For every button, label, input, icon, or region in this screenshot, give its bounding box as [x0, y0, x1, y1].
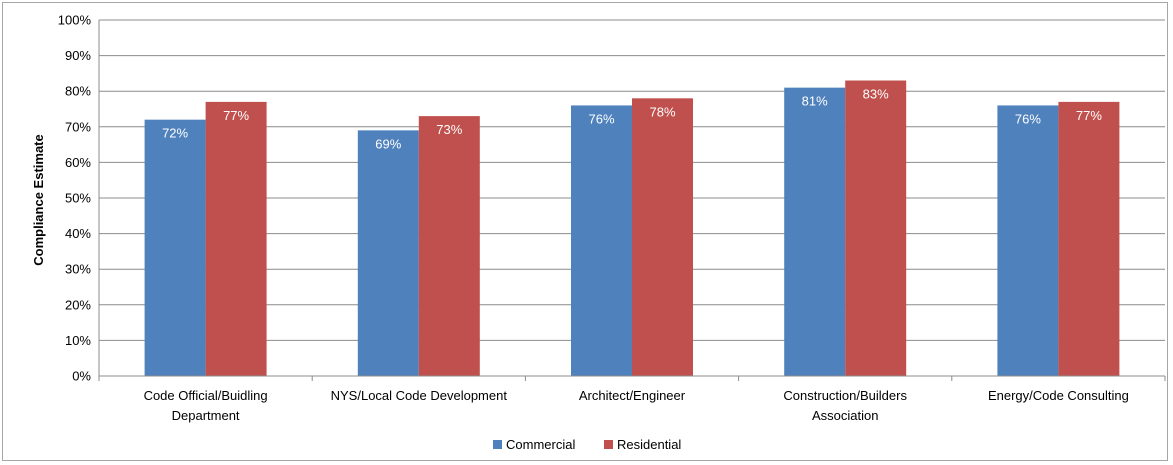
data-label: 77% — [223, 108, 249, 123]
bar-commercial — [784, 87, 846, 376]
bar-commercial — [357, 130, 419, 376]
data-label: 81% — [802, 94, 828, 109]
y-tick-label: 30% — [65, 262, 91, 277]
legend-swatch-residential — [604, 440, 613, 449]
bar-residential — [632, 98, 693, 376]
data-label: 83% — [863, 87, 889, 102]
x-tick-label-line: Association — [812, 408, 878, 423]
y-tick-label: 90% — [65, 48, 91, 63]
y-tick-label: 70% — [65, 119, 91, 134]
x-tick-label: NYS/Local Code Development — [331, 388, 508, 403]
y-tick-label: 10% — [65, 333, 91, 348]
bar-residential — [1058, 101, 1120, 376]
data-label: 73% — [436, 122, 462, 137]
x-tick-label-line: Department — [172, 408, 240, 423]
data-label: 77% — [1076, 108, 1102, 123]
data-label: 76% — [588, 111, 614, 126]
x-tick-label: Energy/Code Consulting — [988, 388, 1129, 403]
x-tick-label-line: Construction/Builders — [783, 388, 907, 403]
bar-residential — [205, 101, 267, 376]
data-label: 76% — [1015, 111, 1041, 126]
y-tick-label: 100% — [58, 13, 92, 28]
x-tick-label-line: Architect/Engineer — [579, 388, 686, 403]
data-label: 78% — [649, 104, 675, 119]
legend-label-commercial: Commercial — [506, 437, 575, 452]
bar-commercial — [997, 105, 1059, 376]
legend-label-residential: Residential — [617, 437, 681, 452]
data-label: 69% — [375, 136, 401, 151]
x-tick-label-line: NYS/Local Code Development — [331, 388, 508, 403]
x-tick-label: Architect/Engineer — [579, 388, 686, 403]
bar-chart: Compliance Estimate 0% 10% 20% 30% 40% 50% 60%… — [31, 13, 1166, 452]
bar-commercial — [571, 105, 632, 376]
x-tick-label: Code Official/Buidling Department — [144, 388, 268, 423]
bar-residential — [845, 80, 907, 377]
y-axis-label: Compliance Estimate — [31, 134, 46, 266]
y-tick-label: 40% — [65, 226, 91, 241]
bar-commercial — [144, 119, 206, 377]
y-tick-label: 60% — [65, 155, 91, 170]
x-tick-label-line: Energy/Code Consulting — [988, 388, 1129, 403]
y-tick-label: 50% — [65, 191, 91, 206]
bar-residential — [418, 116, 480, 377]
x-tick-label-line: Code Official/Buidling — [144, 388, 268, 403]
y-tick-label: 80% — [65, 84, 91, 99]
data-label: 72% — [162, 126, 188, 141]
y-tick-label: 20% — [65, 297, 91, 312]
legend-swatch-commercial — [493, 440, 502, 449]
y-tick-label: 0% — [72, 369, 91, 384]
x-tick-label: Construction/Builders Association — [783, 388, 907, 423]
